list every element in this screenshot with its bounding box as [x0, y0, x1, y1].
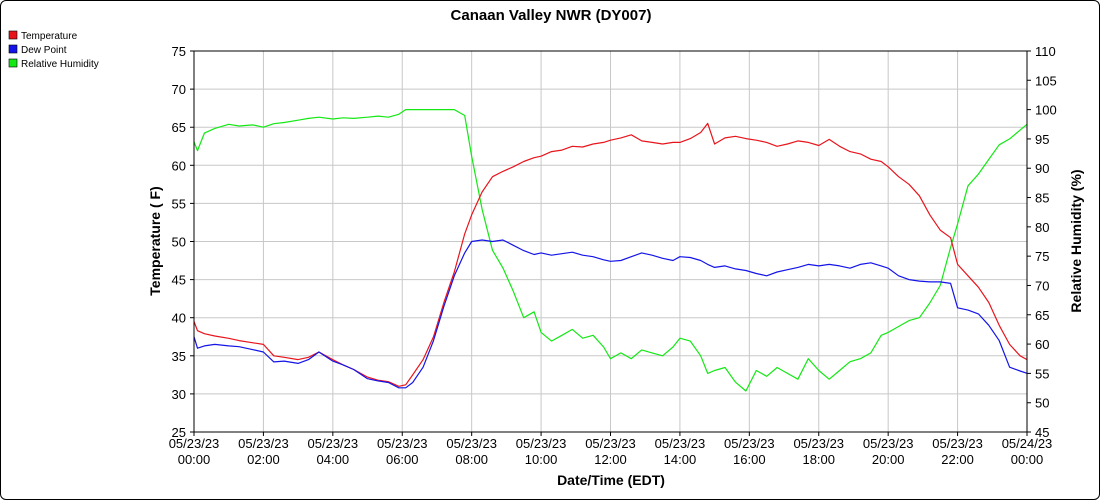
y-right-tick-label: 50: [1035, 396, 1049, 411]
x-tick-date: 05/23/23: [377, 436, 428, 451]
x-tick-time: 00:00: [1011, 452, 1044, 467]
legend: Temperature Dew Point Relative Humidity: [8, 30, 99, 70]
legend-swatch: [8, 58, 18, 68]
series-line-dew-point: [193, 239, 1028, 389]
x-axis-ticks: 05/23/2300:0005/23/2302:0005/23/2304:000…: [169, 432, 1053, 467]
x-tick-time: 04:00: [317, 452, 350, 467]
y-right-tick-label: 100: [1035, 103, 1057, 118]
x-tick-time: 06:00: [386, 452, 419, 467]
y-right-tick-label: 70: [1035, 278, 1049, 293]
y-left-tick-label: 65: [172, 120, 186, 135]
x-tick-date: 05/23/23: [863, 436, 914, 451]
y-right-tick-label: 95: [1035, 132, 1049, 147]
x-tick-time: 14:00: [664, 452, 697, 467]
x-tick-time: 00:00: [178, 452, 211, 467]
series-line-relative-humidity: [193, 108, 1028, 392]
y-axis-left-title: Temperature ( F): [147, 186, 163, 295]
y-left-tick-label: 60: [172, 158, 186, 173]
x-tick-time: 20:00: [872, 452, 905, 467]
series-layer: [193, 108, 1028, 392]
x-tick-date: 05/23/23: [724, 436, 775, 451]
legend-label: Temperature: [21, 31, 78, 42]
legend-label: Relative Humidity: [21, 59, 99, 70]
x-tick-time: 12:00: [594, 452, 627, 467]
y-right-tick-label: 90: [1035, 161, 1049, 176]
y-left-tick-label: 40: [172, 311, 186, 326]
legend-label: Dew Point: [21, 45, 67, 56]
y-left-tick-label: 55: [172, 196, 186, 211]
x-tick-time: 10:00: [525, 452, 558, 467]
y-right-tick-label: 45: [1035, 425, 1049, 440]
y-right-tick-label: 85: [1035, 191, 1049, 206]
y-left-tick-label: 70: [172, 82, 186, 97]
x-tick-date: 05/24/23: [1002, 436, 1053, 451]
chart-title: Canaan Valley NWR (DY007): [451, 7, 652, 24]
x-tick-date: 05/23/23: [793, 436, 844, 451]
x-tick-time: 16:00: [733, 452, 766, 467]
y-left-tick-label: 45: [172, 273, 186, 288]
x-tick-time: 18:00: [802, 452, 835, 467]
x-tick-time: 08:00: [455, 452, 488, 467]
y-left-tick-label: 75: [172, 44, 186, 59]
x-axis-title: Date/Time (EDT): [557, 472, 665, 488]
legend-swatch: [8, 30, 18, 40]
legend-swatch: [8, 44, 18, 54]
y-right-tick-label: 105: [1035, 73, 1057, 88]
y-left-tick-label: 30: [172, 387, 186, 402]
x-tick-time: 22:00: [941, 452, 974, 467]
x-tick-date: 05/23/23: [238, 436, 289, 451]
x-tick-date: 05/23/23: [932, 436, 983, 451]
y-axis-right-ticks: 45 50 55 60 65 70 75 80 85 90 95 100 105 110: [1027, 44, 1057, 440]
x-tick-date: 05/23/23: [585, 436, 636, 451]
y-right-tick-label: 75: [1035, 249, 1049, 264]
x-tick-date: 05/23/23: [655, 436, 706, 451]
y-right-tick-label: 110: [1035, 44, 1056, 59]
x-tick-date: 05/23/23: [308, 436, 359, 451]
y-left-tick-label: 50: [172, 235, 186, 250]
y-left-tick-label: 25: [172, 425, 186, 440]
y-right-tick-label: 80: [1035, 220, 1049, 235]
x-tick-date: 05/23/23: [446, 436, 497, 451]
x-tick-date: 05/23/23: [169, 436, 220, 451]
x-tick-date: 05/23/23: [516, 436, 567, 451]
y-axis-left-ticks: 25 30 35 40 45 50 55 60 65 70 75: [172, 44, 194, 440]
y-right-tick-label: 55: [1035, 366, 1049, 381]
y-left-tick-label: 35: [172, 349, 186, 364]
x-tick-time: 02:00: [247, 452, 280, 467]
y-axis-right-title: Relative Humidity (%): [1068, 169, 1084, 312]
y-right-tick-label: 60: [1035, 337, 1049, 352]
y-right-tick-label: 65: [1035, 308, 1049, 323]
